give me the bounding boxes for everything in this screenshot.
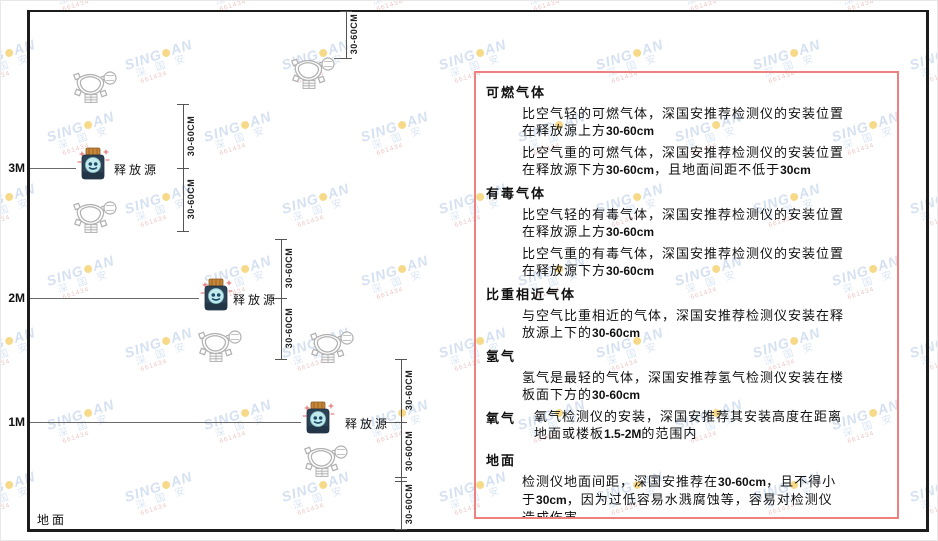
release-source-icon <box>301 401 335 437</box>
measurement-value: 30-60cm <box>606 264 655 278</box>
measurement-value: 30cm <box>536 493 567 507</box>
connector-1m <box>385 422 401 423</box>
dim-tick <box>395 359 407 360</box>
ground-label: 地面 <box>37 513 68 527</box>
gas-detector-icon <box>71 69 117 103</box>
measurement-value: 30-60cm <box>606 163 655 177</box>
panel-section: 地面 检测仪地面间距，深国安推荐在30-60cm，且不得小于30cm，因为过低容易… <box>486 450 885 519</box>
paragraph-text: 比空气重的可燃气体，深国安推荐检测仪的安装位置在释放源下方 <box>522 145 845 177</box>
paragraph-text: 的范围内 <box>641 426 698 441</box>
section-paragraph: 比空气重的有毒气体，深国安推荐检测仪的安装位置在释放源下方30-60cm <box>522 245 845 280</box>
paragraph-text: ，且地面间距不低于 <box>654 162 781 177</box>
dimension-label: 30-60CM <box>186 178 196 220</box>
level-line-3m <box>30 168 76 169</box>
paragraph-text: ，因为过低容易水溅腐蚀等，容易对检测仪造成伤害 <box>522 492 833 519</box>
dimension-label: 30-60CM <box>284 307 294 349</box>
release-source-icon <box>199 278 233 314</box>
dimension-line <box>346 11 347 58</box>
dimension-label: 30-60CM <box>404 483 414 525</box>
panel-section: 可燃气体 比空气轻的可燃气体，深国安推荐检测仪的安装位置在释放源上方30-60cm… <box>486 82 885 179</box>
floor-line <box>27 529 929 532</box>
height-label-1m: 1M <box>8 415 25 429</box>
ceiling-line <box>27 10 929 12</box>
paragraph-text: 比空气重的有毒气体，深国安推荐检测仪的安装位置在释放源下方 <box>522 246 845 278</box>
dimension-label: 30-60CM <box>186 115 196 157</box>
height-label-3m: 3M <box>8 161 25 175</box>
section-heading: 地面 <box>486 453 517 468</box>
section-heading: 氢气 <box>486 349 517 364</box>
panel-section: 有毒气体 比空气轻的有毒气体，深国安推荐检测仪的安装位置在释放源上方30-60cm… <box>486 183 885 280</box>
dim-tick <box>177 168 189 169</box>
section-paragraph: 比空气轻的可燃气体，深国安推荐检测仪的安装位置在释放源上方30-60cm <box>522 105 845 140</box>
gas-detector-icon <box>308 329 354 363</box>
panel-section: 比重相近气体与空气比重相近的气体，深国安推荐检测仪安装在释放源上下的30-60c… <box>486 284 885 342</box>
section-paragraph: 比空气轻的有毒气体，深国安推荐检测仪的安装位置在释放源上方30-60cm <box>522 206 845 241</box>
gas-detector-icon <box>302 443 348 477</box>
measurement-value: 30-60cm <box>606 225 655 239</box>
dim-tick <box>395 529 407 530</box>
level-line-2m <box>30 298 199 299</box>
paragraph-text: 检测仪地面间距，深国安推荐在 <box>522 474 719 489</box>
paragraph-text: 氧气检测仪的安装，深国安推荐其安装高度在距离地面或楼板 <box>534 409 843 441</box>
measurement-value: 1.5-2M <box>604 427 642 441</box>
dimension-label: 30-60CM <box>404 369 414 411</box>
dim-tick <box>340 11 352 12</box>
measurement-value: 30-60cm <box>592 326 641 340</box>
dim-tick <box>395 481 407 482</box>
release-source-icon <box>76 147 110 183</box>
dimension-label: 30-60CM <box>284 247 294 289</box>
info-panel: 可燃气体 比空气轻的可燃气体，深国安推荐检测仪的安装位置在释放源上方30-60cm… <box>474 71 899 519</box>
panel-section: 氢气 氢气是最轻的气体，深国安推荐氢气检测仪安装在楼板面下方的30-60cm <box>486 346 885 404</box>
dim-tick <box>340 58 352 59</box>
dim-tick <box>275 239 287 240</box>
height-label-2m: 2M <box>8 291 25 305</box>
left-wall-line <box>27 10 30 532</box>
section-paragraph: 与空气比重相近的气体，深国安推荐检测仪安装在释放源上下的30-60cm <box>522 307 845 342</box>
gas-detector-icon <box>71 199 117 233</box>
dimension-line <box>401 359 402 530</box>
paragraph-text: 比空气轻的有毒气体，深国安推荐检测仪的安装位置在释放源上方 <box>522 207 845 239</box>
dim-tick <box>275 298 287 299</box>
measurement-value: 30cm <box>780 163 811 177</box>
release-source-label: 释放源 <box>345 417 391 431</box>
paragraph-text: 与空气比重相近的气体，深国安推荐检测仪安装在释放源上下的 <box>522 308 845 340</box>
dimension-line <box>281 239 282 359</box>
release-source-label: 释放源 <box>114 163 160 177</box>
dim-tick <box>275 359 287 360</box>
level-line-1m <box>30 422 301 423</box>
section-paragraph: 氢气是最轻的气体，深国安推荐氢气检测仪安装在楼板面下方的30-60cm <box>522 369 845 404</box>
section-heading: 比重相近气体 <box>486 287 577 302</box>
section-paragraph: 氧气检测仪的安装，深国安推荐其安装高度在距离地面或楼板1.5-2M的范围内 <box>534 408 851 443</box>
measurement-value: 30-60cm <box>606 124 655 138</box>
measurement-value: 30-60cm <box>718 475 767 489</box>
paragraph-text: ，且不得小于 <box>522 474 837 507</box>
panel-section: 氧气 氧气检测仪的安装，深国安推荐其安装高度在距离地面或楼板1.5-2M的范围内 <box>486 408 885 447</box>
dim-tick <box>177 104 189 105</box>
dim-tick <box>395 422 407 423</box>
section-heading: 氧气 <box>486 411 517 426</box>
section-paragraph: 检测仪地面间距，深国安推荐在30-60cm，且不得小于30cm，因为过低容易水溅… <box>522 473 845 519</box>
gas-detector-icon <box>196 328 242 362</box>
paragraph-text: 氢气是最轻的气体，深国安推荐氢气检测仪安装在楼板面下方的 <box>522 370 845 402</box>
dimension-label: 30-60CM <box>404 430 414 472</box>
dimension-line <box>183 104 184 231</box>
section-heading: 有毒气体 <box>486 186 547 201</box>
paragraph-text: 比空气轻的可燃气体，深国安推荐检测仪的安装位置在释放源上方 <box>522 106 845 138</box>
right-wall-line <box>926 10 929 532</box>
release-source-label: 释放源 <box>233 293 279 307</box>
section-heading: 可燃气体 <box>486 85 547 100</box>
measurement-value: 30-60cm <box>592 388 641 402</box>
section-paragraph: 比空气重的可燃气体，深国安推荐检测仪的安装位置在释放源下方30-60cm，且地面… <box>522 144 845 179</box>
dim-tick <box>395 477 407 478</box>
gas-detector-icon <box>289 55 335 89</box>
dimension-label: 30-60CM <box>349 13 359 55</box>
dim-tick <box>177 231 189 232</box>
